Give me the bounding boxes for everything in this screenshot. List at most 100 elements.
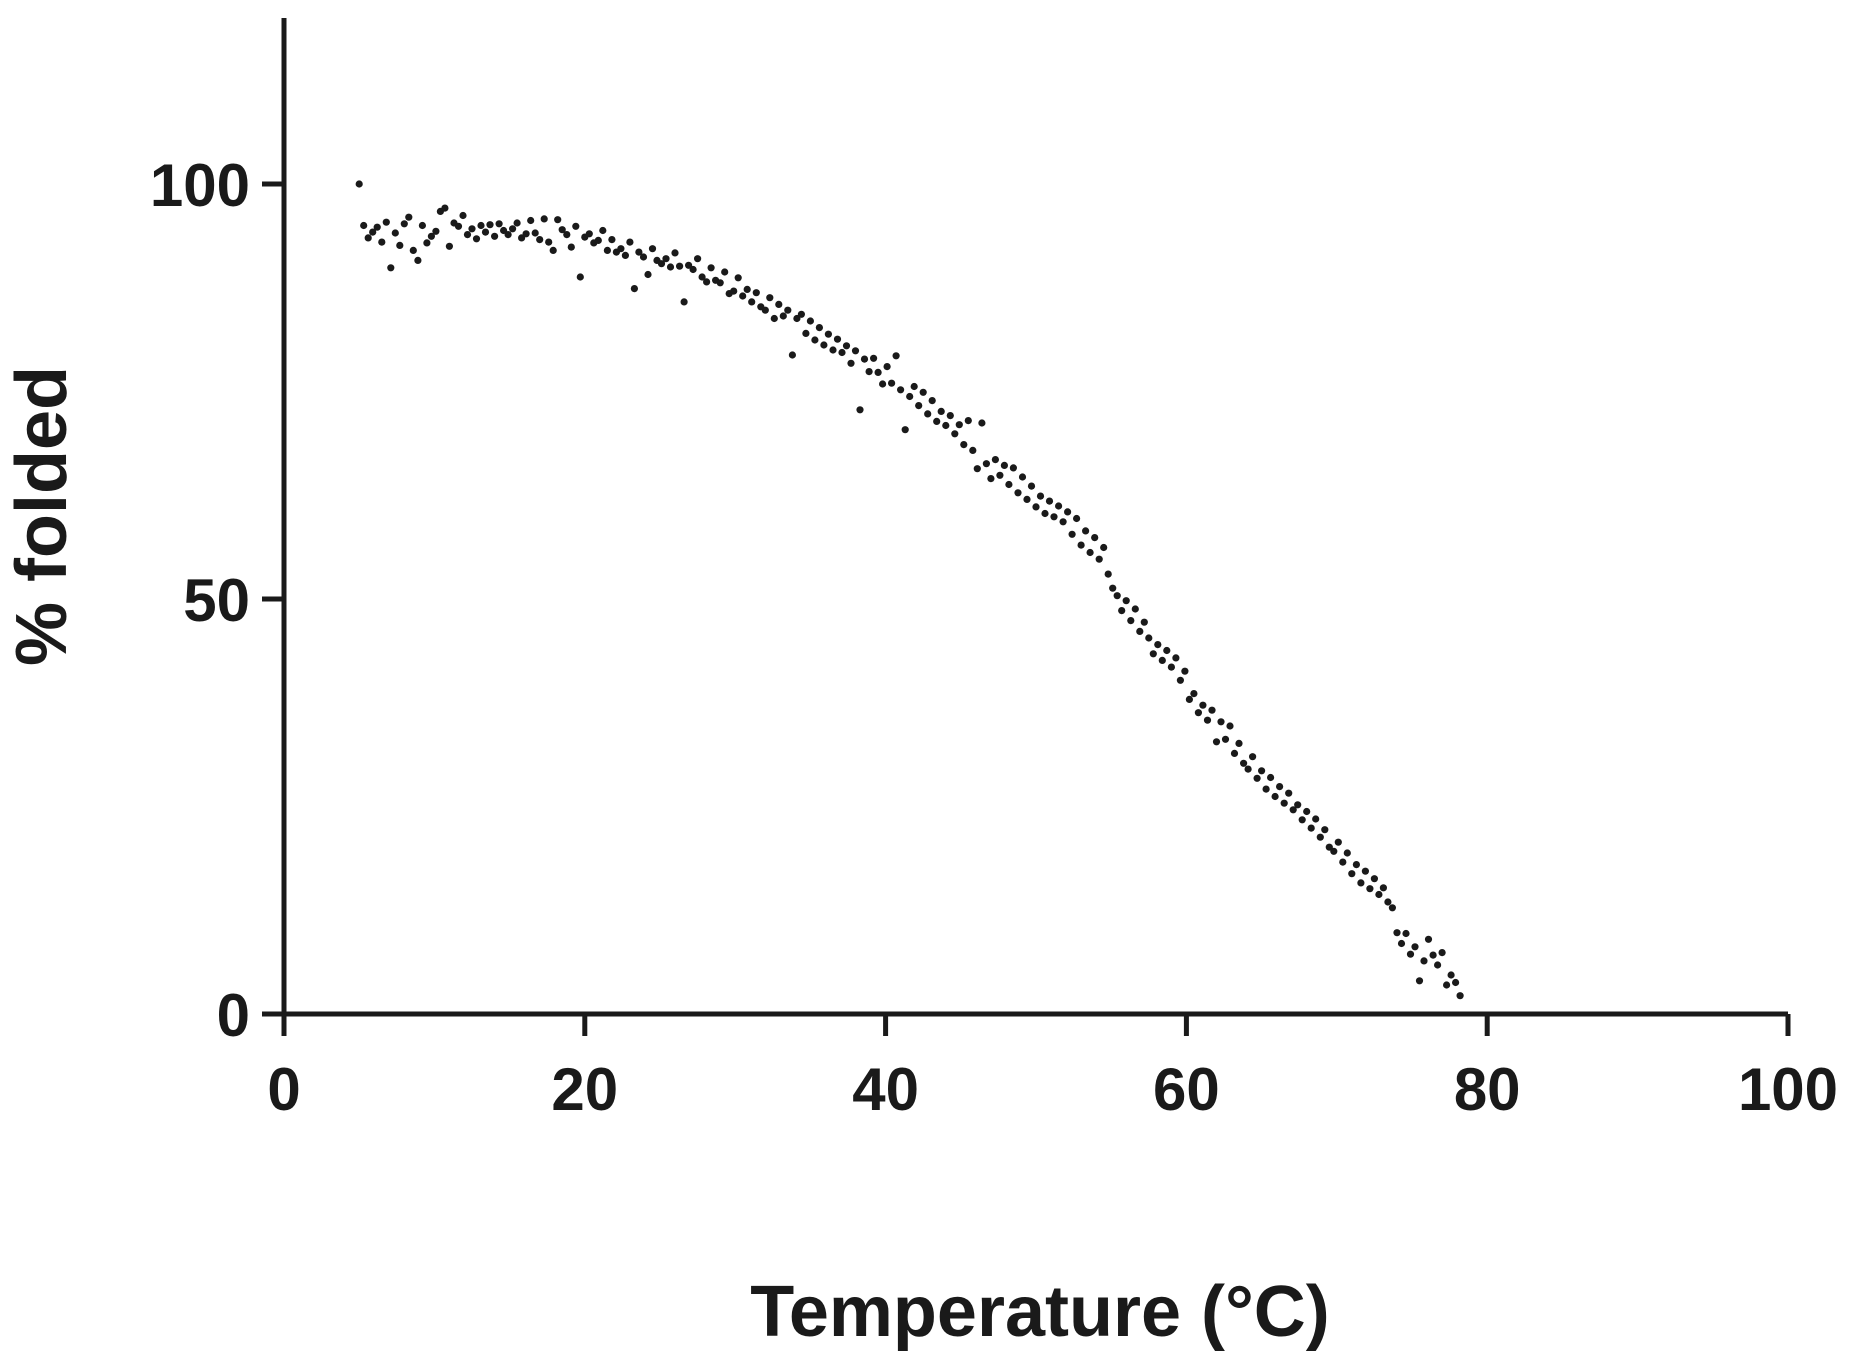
data-point: [694, 255, 702, 263]
data-point: [802, 329, 810, 337]
data-point: [1172, 654, 1180, 662]
data-point: [933, 417, 941, 425]
data-point: [657, 260, 666, 268]
data-point: [585, 230, 593, 238]
data-point: [883, 363, 891, 371]
data-point: [1045, 497, 1054, 505]
data-point: [1073, 514, 1081, 523]
data-point: [784, 306, 792, 314]
data-point: [639, 253, 648, 261]
data-point: [671, 249, 679, 257]
data-point: [378, 238, 386, 246]
data-point: [937, 407, 945, 415]
data-point: [563, 231, 571, 239]
data-point: [382, 218, 390, 226]
data-point: [1032, 503, 1040, 511]
data-point: [1434, 961, 1442, 969]
data-point: [951, 430, 959, 438]
data-point: [1203, 716, 1212, 724]
data-point: [477, 221, 485, 230]
data-point: [996, 471, 1004, 479]
data-point: [1199, 701, 1207, 709]
data-point: [1384, 898, 1392, 906]
data-point: [910, 382, 918, 391]
data-point: [1334, 838, 1342, 846]
data-point: [770, 314, 778, 323]
data-point: [1190, 690, 1198, 698]
data-point: [739, 292, 747, 300]
data-point: [441, 204, 449, 212]
data-point: [1443, 981, 1451, 989]
data-point: [815, 324, 824, 332]
data-point: [788, 351, 797, 359]
data-point: [1420, 957, 1428, 965]
data-point: [1330, 847, 1338, 855]
data-point: [1357, 879, 1365, 887]
data-point: [1294, 801, 1302, 809]
data-point: [1086, 548, 1094, 557]
data-point: [495, 220, 503, 228]
x-tick-label: 80: [1454, 1056, 1521, 1123]
y-tick-label: 100: [150, 152, 250, 219]
data-point: [405, 213, 413, 221]
data-point: [454, 222, 463, 230]
data-point: [865, 368, 873, 376]
data-point: [1262, 785, 1270, 793]
data-point: [409, 246, 417, 254]
data-point: [387, 264, 395, 272]
data-point: [1429, 951, 1437, 959]
data-point: [1027, 482, 1036, 490]
data-point: [1163, 646, 1171, 655]
data-point: [508, 225, 517, 233]
data-point: [594, 236, 602, 244]
data-point: [1194, 709, 1202, 717]
data-point: [685, 261, 693, 269]
x-axis-title: Temperature (°C): [750, 1272, 1330, 1352]
data-point: [1370, 875, 1378, 883]
data-point: [1289, 806, 1297, 814]
data-point: [1316, 833, 1324, 841]
data-point: [1411, 943, 1419, 951]
x-tick-label: 100: [1738, 1056, 1838, 1123]
data-point: [630, 285, 639, 293]
data-point: [1452, 978, 1460, 987]
data-point: [481, 228, 490, 236]
data-point: [870, 354, 878, 362]
data-point: [888, 379, 896, 387]
data-point: [721, 268, 729, 276]
data-point: [1352, 861, 1360, 869]
data-point: [1438, 949, 1446, 957]
data-point: [608, 236, 616, 244]
data-point: [1402, 929, 1410, 938]
data-point: [617, 245, 625, 253]
data-point: [1091, 534, 1099, 542]
data-point: [1077, 541, 1085, 549]
data-point: [1375, 890, 1383, 899]
data-point: [486, 221, 494, 229]
data-point: [391, 229, 399, 237]
data-point: [427, 232, 435, 240]
data-point: [1167, 663, 1175, 671]
data-point: [897, 386, 905, 394]
data-point: [991, 456, 1000, 464]
data-point: [987, 475, 995, 483]
data-point: [1249, 753, 1257, 761]
data-point: [599, 226, 607, 235]
data-point: [879, 380, 887, 388]
data-point: [978, 419, 986, 427]
data-point: [423, 239, 431, 247]
data-point: [400, 220, 408, 228]
data-point: [621, 251, 630, 259]
data-point: [1221, 735, 1230, 743]
data-point: [1343, 849, 1351, 857]
data-point: [811, 336, 819, 344]
data-point: [545, 238, 553, 246]
data-point: [1131, 605, 1139, 613]
data-point: [960, 441, 968, 449]
y-axis-title: % folded: [2, 366, 82, 666]
data-point: [1244, 765, 1252, 773]
data-point: [915, 402, 923, 410]
data-point: [626, 238, 634, 246]
data-point: [1041, 509, 1049, 518]
